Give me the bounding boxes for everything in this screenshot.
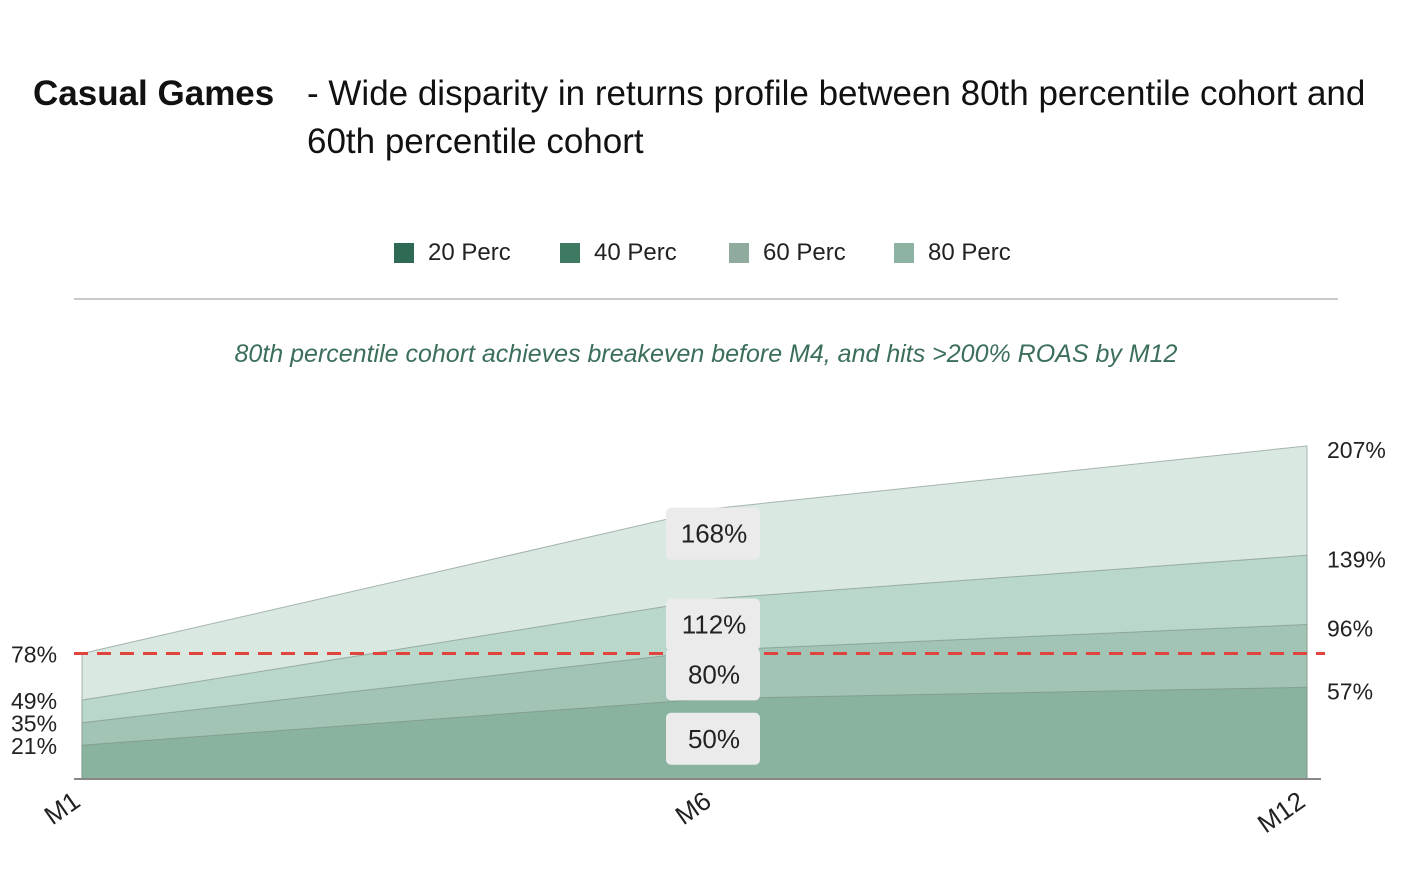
x-tick-label-m12: M12 [1252, 785, 1311, 839]
label-m1-20-perc: 21% [11, 733, 57, 759]
title-bold: Casual Games [33, 74, 275, 113]
legend-label-20: 20 Perc [428, 239, 511, 266]
label-m1-80-perc: 78% [11, 641, 57, 667]
legend-swatch-40 [560, 243, 580, 263]
legend-item-60: 60 Perc [729, 236, 846, 270]
label-m6-80-perc: 168% [681, 519, 748, 549]
legend-label-40: 40 Perc [594, 239, 677, 266]
chart-subtitle: 80th percentile cohort achieves breakeve… [234, 340, 1178, 368]
label-m6-40-perc: 80% [688, 659, 740, 689]
legend-item-80: 80 Perc [894, 236, 1011, 270]
label-m6-20-perc: 50% [688, 724, 740, 754]
legend-swatch-60 [729, 243, 749, 263]
label-m1-60-perc: 49% [11, 688, 57, 714]
divider [74, 298, 1338, 300]
legend-swatch-20 [394, 243, 414, 263]
title-rest: - Wide disparity in returns profile betw… [307, 74, 1366, 161]
legend: 20 Perc 40 Perc 60 Perc 80 Perc [0, 236, 1412, 270]
label-box-m6-40-perc [666, 648, 760, 701]
legend-label-80: 80 Perc [928, 239, 1011, 266]
label-m12-20-perc: 57% [1327, 678, 1373, 704]
legend-item-40: 40 Perc [560, 236, 677, 270]
x-tick-label-m6: M6 [670, 785, 717, 830]
label-m12-40-perc: 96% [1327, 616, 1373, 642]
label-m12-60-perc: 139% [1327, 546, 1386, 572]
label-m1-40-perc: 35% [11, 711, 57, 737]
x-tick-label-m1: M1 [39, 785, 86, 830]
legend-item-20: 20 Perc [394, 236, 511, 270]
label-box-m6-20-perc [666, 712, 760, 765]
label-box-m6-60-perc [666, 598, 760, 651]
label-m12-80-perc: 207% [1327, 437, 1386, 463]
legend-swatch-80 [894, 243, 914, 263]
label-box-m6-80-perc [666, 507, 760, 560]
chart-title: Casual Games - Wide disparity in returns… [33, 70, 1373, 161]
legend-label-60: 60 Perc [763, 239, 846, 266]
label-m6-60-perc: 112% [682, 610, 747, 640]
